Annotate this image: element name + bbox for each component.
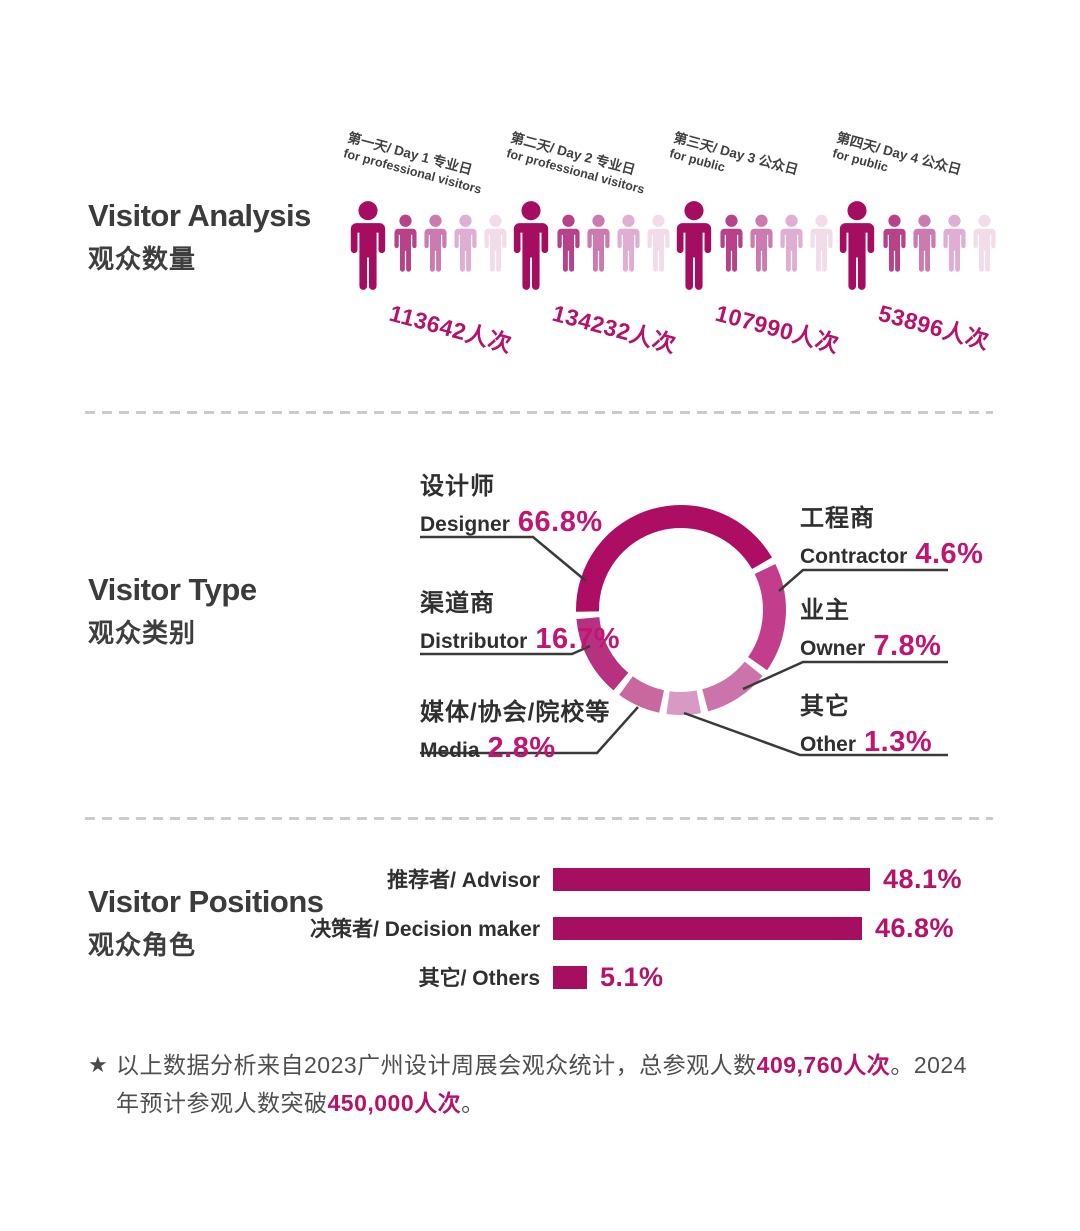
visitor-analysis-title-zh: 观众数量 bbox=[88, 243, 197, 274]
person-icon bbox=[673, 200, 715, 292]
day-1-figures bbox=[347, 200, 509, 292]
owner-percent: 7.8% bbox=[873, 630, 942, 662]
day-3-count: 107990人次 bbox=[712, 299, 842, 358]
person-icon bbox=[510, 200, 552, 292]
person-icon bbox=[748, 213, 775, 274]
contractor-leader-line bbox=[778, 568, 948, 592]
day-1-count: 113642人次 bbox=[386, 299, 515, 358]
position-row-decision-maker: 决策者/ Decision maker 46.8% bbox=[310, 912, 955, 943]
person-icon bbox=[482, 213, 509, 274]
designer-percent: 66.8% bbox=[517, 506, 603, 538]
person-icon bbox=[778, 213, 805, 274]
contractor-segment bbox=[747, 563, 786, 671]
day-2-count: 134232人次 bbox=[549, 299, 679, 358]
person-icon bbox=[615, 213, 642, 274]
section-separator bbox=[85, 411, 993, 414]
other-percent: 1.3% bbox=[864, 726, 933, 758]
forecast-visitors-value: 450,000人次 bbox=[327, 1090, 462, 1116]
person-icon bbox=[911, 213, 938, 274]
type-label-owner: 业主 Owner 7.8% bbox=[800, 597, 942, 662]
day-1-label: 第一天/ Day 1 专业日 for professional visitors bbox=[341, 129, 484, 197]
visitor-positions-title-en: Visitor Positions bbox=[88, 884, 324, 919]
visitor-analysis-title-en: Visitor Analysis bbox=[88, 198, 311, 233]
person-icon bbox=[452, 213, 479, 274]
visitor-type-title: Visitor Type 观众类别 bbox=[88, 572, 257, 650]
total-visitors-value: 409,760人次 bbox=[756, 1052, 891, 1078]
person-icon bbox=[645, 213, 672, 274]
owner-leader-line bbox=[742, 660, 948, 691]
person-icon bbox=[422, 213, 449, 274]
person-icon bbox=[392, 213, 419, 274]
day-2-figures bbox=[510, 200, 672, 292]
day-group-1: 第一天/ Day 1 专业日 for professional visitors… bbox=[341, 112, 515, 358]
advisor-bar bbox=[553, 867, 870, 891]
day-group-3: 第三天/ Day 3 公众日 for public 107990人次 bbox=[667, 112, 842, 358]
visitor-positions-title: Visitor Positions 观众角色 bbox=[88, 884, 324, 962]
day-3-figures bbox=[673, 200, 835, 292]
person-icon bbox=[585, 213, 612, 274]
visitor-positions-title-zh: 观众角色 bbox=[88, 929, 197, 960]
person-icon bbox=[836, 200, 878, 292]
visitor-type-title-zh: 观众类别 bbox=[88, 617, 197, 648]
position-row-others: 其它/ Others 5.1% bbox=[418, 961, 664, 992]
day-3-label: 第三天/ Day 3 公众日 for public bbox=[667, 129, 800, 178]
person-icon bbox=[555, 213, 582, 274]
type-label-distributor: 渠道商 Distributor 16.7% bbox=[420, 590, 621, 655]
decision-maker-percent: 46.8% bbox=[875, 912, 955, 943]
media-percent: 2.8% bbox=[487, 732, 556, 764]
day-4-label: 第四天/ Day 4 公众日 for public bbox=[830, 129, 963, 178]
person-icon bbox=[971, 213, 998, 274]
distributor-percent: 16.7% bbox=[535, 623, 621, 655]
day-4-figures bbox=[836, 200, 998, 292]
type-label-other: 其它 Other 1.3% bbox=[800, 693, 933, 758]
other-segment bbox=[666, 690, 701, 715]
person-icon bbox=[941, 213, 968, 274]
day-2-label: 第二天/ Day 2 专业日 for professional visitors bbox=[504, 129, 647, 197]
type-label-designer: 设计师 Designer 66.8% bbox=[420, 473, 603, 538]
person-icon bbox=[808, 213, 835, 274]
day-group-2: 第二天/ Day 2 专业日 for professional visitors… bbox=[504, 112, 679, 358]
day-4-count: 53896人次 bbox=[875, 299, 993, 355]
contractor-percent: 4.6% bbox=[915, 538, 984, 570]
visitor-type-title-en: Visitor Type bbox=[88, 572, 257, 607]
type-label-media: 媒体/协会/院校等 Media 2.8% bbox=[420, 699, 611, 764]
footnote-text: 以上数据分析来自2023广州设计周展会观众统计，总参观人数409,760人次。2… bbox=[116, 1052, 967, 1116]
others-bar bbox=[553, 965, 587, 989]
decision-maker-bar bbox=[553, 916, 862, 940]
designer-leader-line bbox=[420, 535, 587, 582]
person-icon bbox=[881, 213, 908, 274]
footnote: ★ 以上数据分析来自2023广州设计周展会观众统计，总参观人数409,760人次… bbox=[88, 1046, 983, 1122]
person-icon bbox=[718, 213, 745, 274]
person-icon bbox=[347, 200, 389, 292]
star-icon: ★ bbox=[88, 1052, 108, 1077]
day-group-4: 第四天/ Day 4 公众日 for public 53896人次 bbox=[830, 112, 998, 357]
visitor-analysis-title: Visitor Analysis 观众数量 bbox=[88, 198, 311, 276]
section-separator bbox=[85, 817, 993, 820]
type-label-contractor: 工程商 Contractor 4.6% bbox=[800, 505, 984, 570]
position-row-advisor: 推荐者/ Advisor 48.1% bbox=[387, 863, 963, 894]
owner-segment bbox=[701, 661, 763, 712]
others-percent: 5.1% bbox=[600, 961, 664, 992]
advisor-percent: 48.1% bbox=[883, 863, 963, 894]
